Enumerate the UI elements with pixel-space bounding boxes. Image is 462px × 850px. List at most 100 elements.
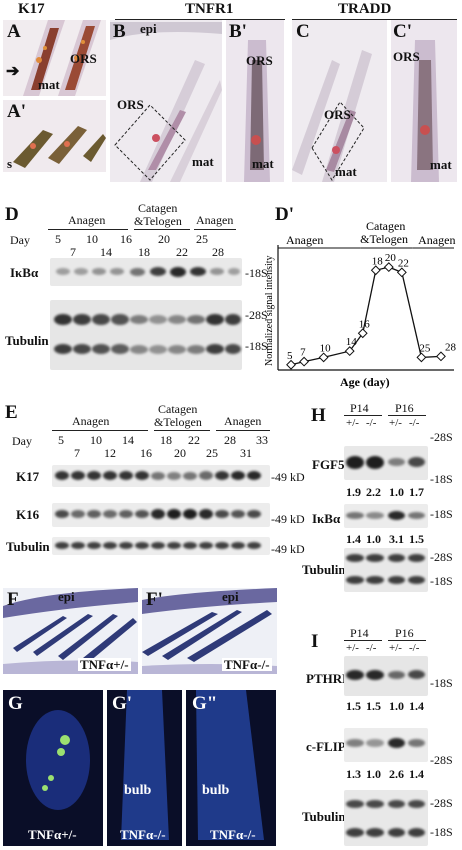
ikba-value: 1.4 xyxy=(346,532,361,546)
panel-c2-follicle xyxy=(411,40,439,182)
panel-d-group-anagen-1: Anagen xyxy=(68,213,106,227)
panel-e-blot-k16 xyxy=(52,503,270,527)
panel-h-geno-3: +/- xyxy=(389,417,402,429)
panel-g2-micrograph xyxy=(107,690,182,846)
panel-e-row-tubulin: Tubulin xyxy=(6,539,50,554)
day-tick: 10 xyxy=(86,232,98,246)
day-tick: 28 xyxy=(224,433,236,447)
day-tick: 25 xyxy=(206,446,218,460)
panel-d-group-catagen: Catagen xyxy=(138,201,178,215)
chart-point-label: 7 xyxy=(300,347,306,359)
panel-b2-micrograph xyxy=(226,20,284,182)
day-tick: 18 xyxy=(138,245,150,259)
panel-g-micrograph xyxy=(3,690,103,846)
panel-d-day-label: Day xyxy=(10,233,30,247)
chart-point-label: 14 xyxy=(346,336,358,348)
panel-d-group-line-1 xyxy=(48,229,128,230)
panel-g-genotype: TNFα+/- xyxy=(28,827,77,842)
chart-point xyxy=(357,328,368,339)
panel-i-blot-cflip xyxy=(344,728,428,762)
ikba-value: 1.5 xyxy=(409,532,424,546)
chart-point xyxy=(436,351,446,362)
panel-d-marker-18s-b: -18S xyxy=(245,339,268,353)
chart-phase-label: Catagen xyxy=(366,222,405,233)
panel-g2-fluorescence xyxy=(121,690,169,840)
panel-h-marker-28s-b: -28S xyxy=(430,550,453,564)
panel-i-p16: P16 xyxy=(395,626,414,640)
cflip-value: 1.4 xyxy=(409,767,424,781)
panel-b2-mat-label: mat xyxy=(252,156,274,171)
day-tick: 5 xyxy=(58,433,64,447)
fgf5-value: 1.9 xyxy=(346,485,361,499)
panel-a-micrograph xyxy=(3,20,106,96)
pthrp-value: 1.5 xyxy=(346,699,361,713)
panel-e-group-anagen-1: Anagen xyxy=(72,414,110,428)
panel-h-geno-1: +/- xyxy=(346,417,359,429)
panel-b-follicles xyxy=(110,22,222,182)
panel-g3-label: G" xyxy=(192,693,218,714)
day-tick: 25 xyxy=(196,232,208,246)
panel-d-row-tubulin: Tubulin xyxy=(5,333,49,348)
chart-point xyxy=(286,359,296,370)
panel-e-group-line-1 xyxy=(52,430,148,431)
panel-i-row-pthrp: PTHRP xyxy=(306,671,351,686)
panel-i-marker-28s: -28S xyxy=(430,753,453,767)
chart-phase-label: Anagen xyxy=(418,233,455,247)
pthrp-value: 1.5 xyxy=(366,699,381,713)
panel-h-marker-28s: -28S xyxy=(430,430,453,444)
panel-a-follicles xyxy=(23,20,101,96)
panel-e-marker-k16: -49 kD xyxy=(271,512,305,526)
chart-series-line xyxy=(290,266,441,366)
chart-point-label: 18 xyxy=(372,255,384,267)
panel-i-row-tubulin: Tubulin xyxy=(302,809,346,824)
fgf5-value: 2.2 xyxy=(366,485,381,499)
panel-h-p14: P14 xyxy=(350,401,369,415)
panel-h-marker-18s-b: -18S xyxy=(430,507,453,521)
fgf5-value: 1.7 xyxy=(409,485,424,499)
day-tick: 16 xyxy=(140,446,152,460)
panel-i-marker-18s-b: -18S xyxy=(430,825,453,839)
panel-b2-label: B' xyxy=(229,21,247,42)
day-tick: 5 xyxy=(55,232,61,246)
chart-y-label: Normalized signal intensity xyxy=(264,255,275,366)
panel-b-label: B xyxy=(113,21,126,42)
panel-a-ors-label: ORS xyxy=(70,51,97,66)
chart-point-label: 5 xyxy=(287,350,293,362)
panel-f2-epi-label: epi xyxy=(222,589,239,604)
chart-point-label: 25 xyxy=(419,342,431,354)
panel-c2-mat-label: mat xyxy=(430,157,452,172)
day-tick: 31 xyxy=(240,446,252,460)
chart-phase-label: Anagen xyxy=(286,233,323,247)
panel-a-label: A xyxy=(7,21,21,42)
panel-h-p16: P16 xyxy=(395,401,414,415)
panel-f2-micrograph xyxy=(142,588,277,674)
panel-h-blot-fgf5 xyxy=(344,446,428,480)
panel-g2-genotype: TNFα-/- xyxy=(120,827,166,842)
panel-a-arrow-icon: ➔ xyxy=(6,63,20,80)
panel-b-epi-label: epi xyxy=(140,21,157,36)
chart-point-label: 10 xyxy=(320,342,332,354)
chart-point-label: 16 xyxy=(359,318,371,330)
panel-f2-genotype: TNFα-/- xyxy=(222,657,272,672)
panel-i-geno-4: -/- xyxy=(409,642,420,654)
panel-i-line-p14 xyxy=(344,640,382,641)
panel-b-ors-label: ORS xyxy=(117,97,144,112)
panel-b-micrograph xyxy=(110,20,222,182)
panel-a2-s-label: s xyxy=(7,156,13,171)
panel-e-group-line-2 xyxy=(154,430,210,431)
panel-d2-label: D' xyxy=(275,204,294,225)
panel-d-label: D xyxy=(5,204,19,225)
chart-point-label: 28 xyxy=(445,341,457,353)
header-k17: K17 xyxy=(18,1,45,17)
panel-h-blot-tubulin xyxy=(344,548,428,592)
panel-e-group-catagen: Catagen xyxy=(158,402,198,416)
panel-h-row-fgf5: FGF5 xyxy=(312,457,345,472)
header-tnfr1: TNFR1 xyxy=(185,1,234,17)
panel-i-geno-3: +/- xyxy=(389,642,402,654)
day-tick: 20 xyxy=(174,446,186,460)
panel-h-marker-18s-c: -18S xyxy=(430,574,453,588)
day-tick: 7 xyxy=(70,245,76,259)
chart-point xyxy=(396,267,407,278)
panel-h-row-ikba: IκBα xyxy=(312,511,341,526)
